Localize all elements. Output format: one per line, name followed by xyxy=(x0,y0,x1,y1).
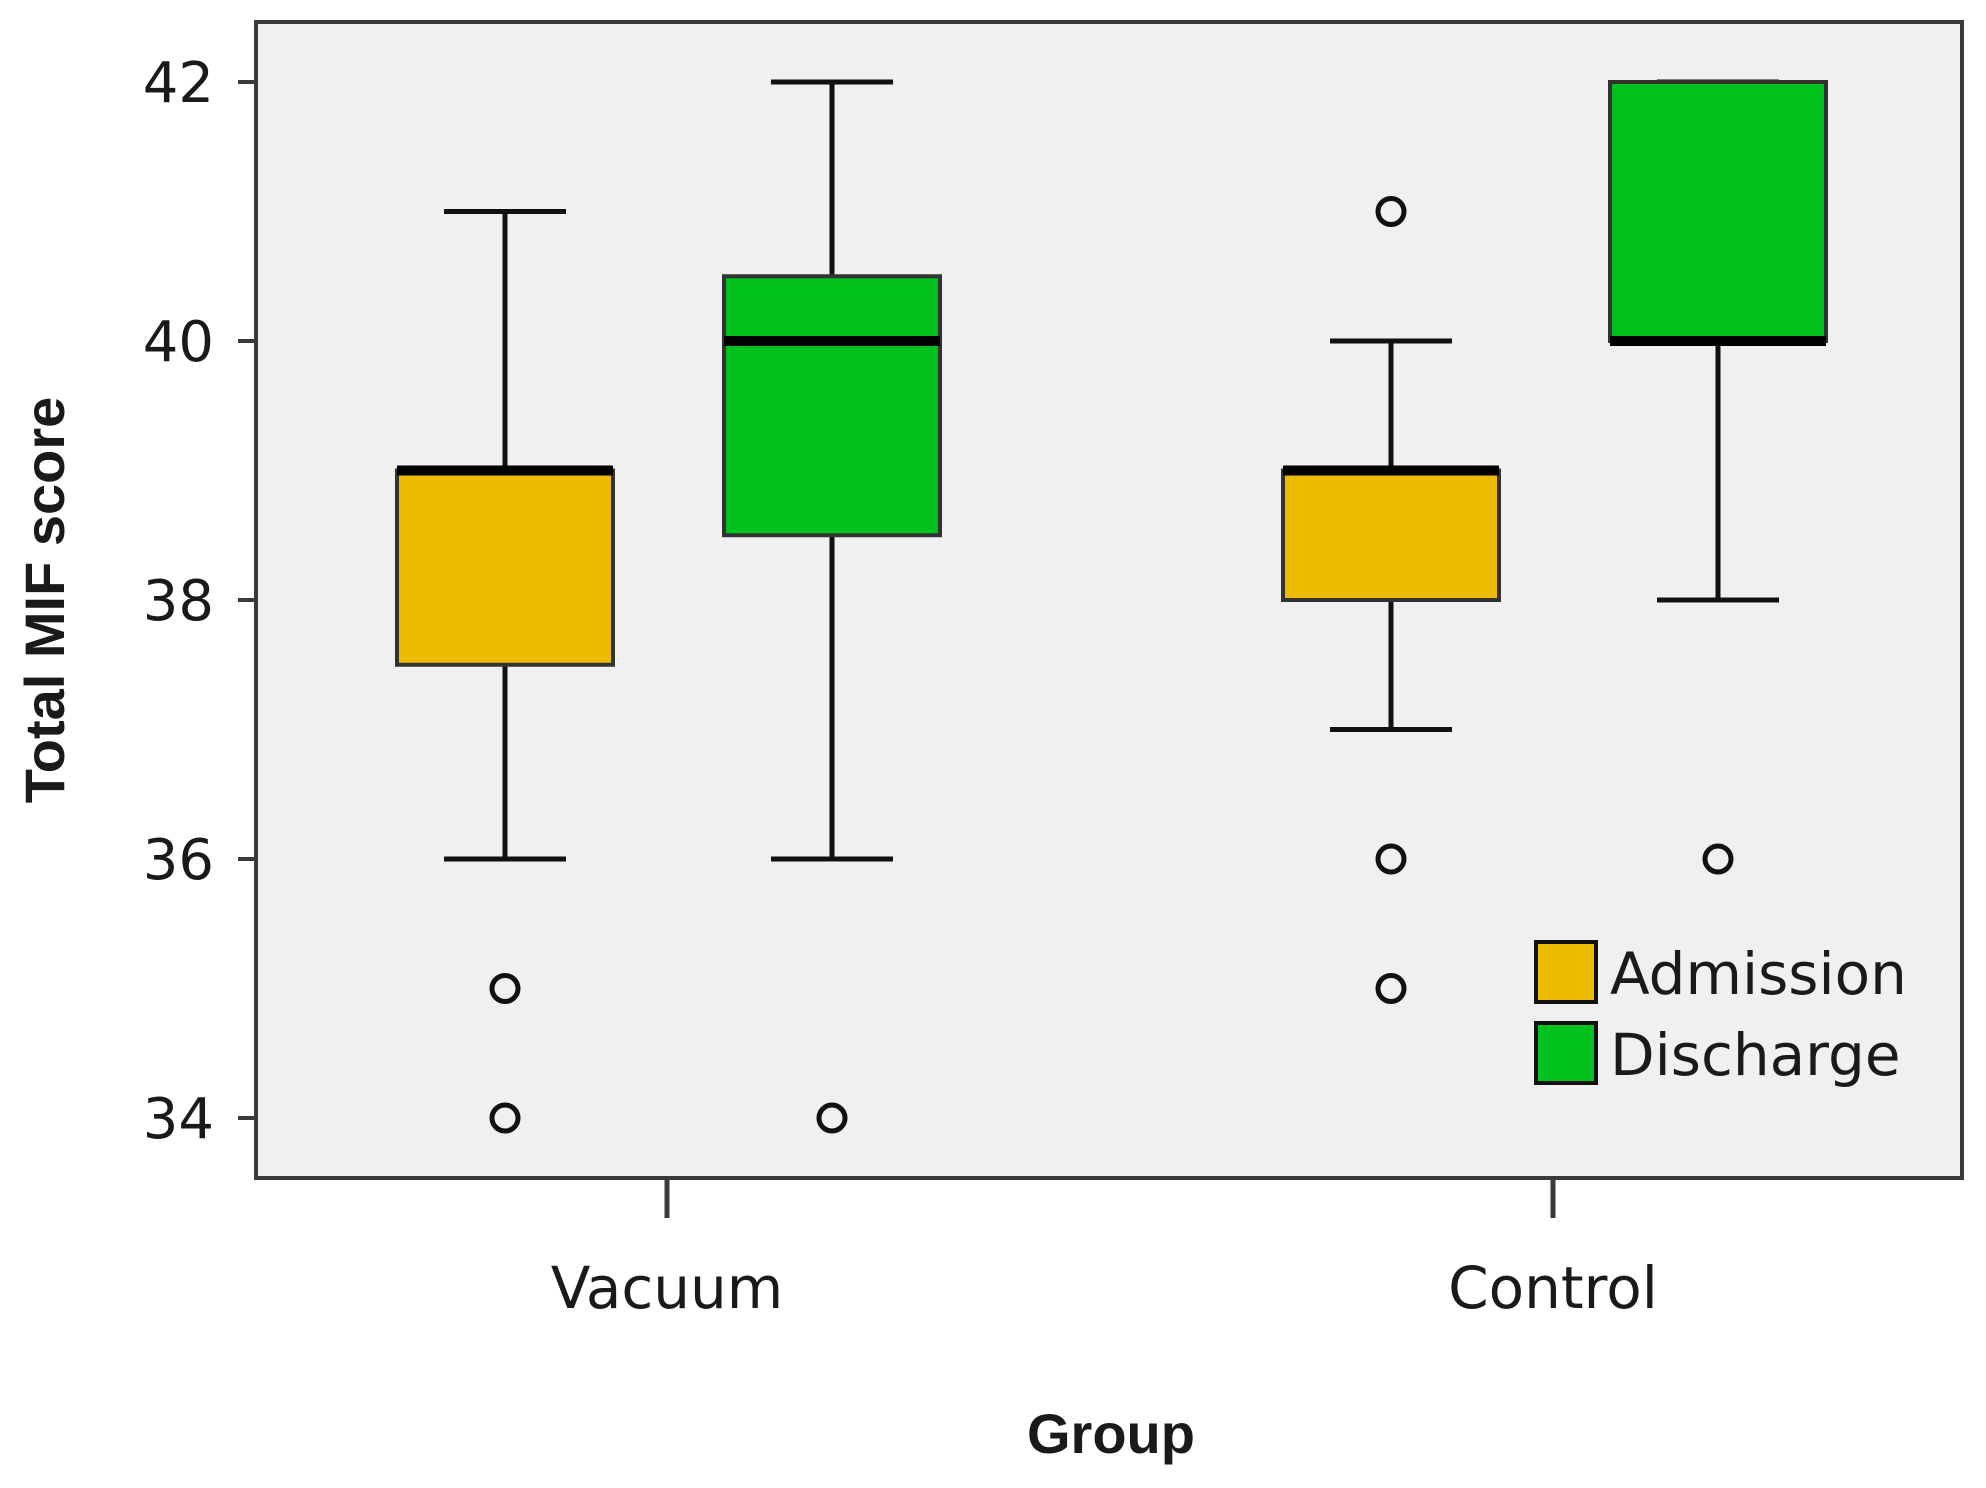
y-axis-title: Total MIF score xyxy=(13,397,76,804)
box-discharge-vacuum xyxy=(722,79,942,1134)
outlier-admission-vacuum-0 xyxy=(489,973,521,1004)
box-discharge-control xyxy=(1608,79,1828,875)
legend-label-admission: Admission xyxy=(1610,940,1907,1008)
box-admission-vacuum xyxy=(395,209,615,1134)
outlier-admission-vacuum-1 xyxy=(489,1102,521,1134)
box-body-admission-control xyxy=(1281,468,1501,602)
outlier-discharge-vacuum-0 xyxy=(816,1102,848,1134)
box-series xyxy=(395,79,1828,1134)
legend-swatch-admission xyxy=(1534,940,1598,1004)
legend-swatch-discharge xyxy=(1534,1021,1598,1085)
y-axis: 34 36 38 40 42 xyxy=(143,51,256,1152)
y-tick-label-34: 34 xyxy=(143,1087,214,1152)
y-tick-label-36: 36 xyxy=(143,828,214,893)
box-body-discharge-control xyxy=(1608,80,1828,343)
box-admission-control xyxy=(1281,196,1501,1004)
outlier-discharge-control-0 xyxy=(1702,843,1734,875)
x-axis-title: Group xyxy=(1027,1402,1195,1465)
outlier-admission-control-0 xyxy=(1375,196,1407,227)
x-tick-label-control: Control xyxy=(1448,1254,1658,1322)
legend-label-discharge: Discharge xyxy=(1610,1021,1901,1089)
legend: Admission Discharge xyxy=(1534,940,1907,1089)
box-body-discharge-vacuum xyxy=(722,274,942,538)
x-tick-label-vacuum: Vacuum xyxy=(551,1254,784,1322)
y-tick-label-38: 38 xyxy=(143,569,214,634)
x-axis: Vacuum Control xyxy=(551,1178,1658,1322)
outlier-admission-control-1 xyxy=(1375,843,1407,875)
box-body-admission-vacuum xyxy=(395,468,615,667)
outlier-admission-control-2 xyxy=(1375,973,1407,1004)
y-tick-label-42: 42 xyxy=(143,51,214,116)
y-tick-label-40: 40 xyxy=(143,310,214,375)
